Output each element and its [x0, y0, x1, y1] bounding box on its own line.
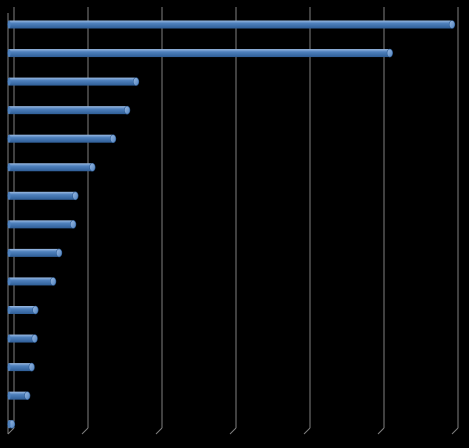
bar-body: [9, 277, 54, 286]
gridlines: [7, 7, 459, 435]
bar: [7, 48, 393, 58]
bar: [7, 77, 140, 86]
gridline-floor: [303, 427, 311, 435]
bar-cap: [31, 334, 38, 343]
bar-cap: [109, 134, 117, 143]
bar: [7, 162, 96, 172]
bar-body: [9, 163, 93, 172]
bar-body: [9, 134, 114, 143]
bar: [7, 362, 35, 372]
bar-body: [9, 334, 35, 343]
bar-body: [9, 49, 390, 58]
bar-body: [9, 391, 28, 400]
bar: [7, 334, 38, 343]
bar-cap: [24, 391, 31, 400]
bar-base: [7, 391, 11, 400]
bar-base: [7, 20, 11, 29]
bar-base: [7, 334, 11, 343]
bar-base: [7, 163, 11, 172]
bar-base: [7, 220, 11, 229]
bar-body: [9, 106, 128, 115]
bar: [7, 305, 39, 315]
bar: [7, 134, 117, 143]
bar-body: [9, 306, 36, 314]
bar-cap: [70, 220, 77, 229]
bar-body: [9, 220, 74, 229]
bar-base: [7, 134, 11, 143]
bar-cap: [50, 277, 57, 286]
bar-base: [7, 248, 11, 257]
bar: [7, 391, 31, 400]
bar-base: [7, 49, 11, 58]
bar-body: [9, 248, 60, 257]
bar-base: [7, 77, 11, 86]
bar-base: [7, 306, 11, 314]
gridline-floor: [155, 427, 163, 435]
bar-cap: [448, 20, 456, 29]
bar-body: [9, 20, 452, 29]
bar: [7, 277, 57, 286]
bar: [7, 248, 63, 258]
bar: [7, 419, 16, 429]
gridline-floor: [451, 427, 459, 435]
gridline-floor: [81, 427, 89, 435]
gridline-floor: [7, 427, 15, 435]
bar-base: [7, 106, 11, 115]
bar-cap: [32, 305, 39, 315]
bar: [7, 220, 77, 229]
gridline-floor: [229, 427, 237, 435]
bar-cap: [55, 248, 63, 258]
bar: [7, 20, 456, 29]
gridline-floor: [377, 427, 385, 435]
bar-cap: [28, 362, 35, 372]
bar-cap: [89, 162, 96, 172]
bar-cap: [72, 191, 79, 201]
bars: [7, 20, 456, 429]
bar-cap: [124, 105, 131, 115]
bar-cap: [386, 48, 393, 58]
bar: [7, 191, 79, 201]
bar-body: [9, 77, 137, 86]
bar-base: [7, 420, 11, 429]
bar-base: [7, 277, 11, 286]
bar-base: [7, 363, 11, 372]
bar-body: [9, 363, 32, 372]
bar-base: [7, 191, 11, 200]
bar-cap: [132, 77, 140, 86]
bar-body: [9, 191, 76, 200]
bar: [7, 105, 131, 115]
